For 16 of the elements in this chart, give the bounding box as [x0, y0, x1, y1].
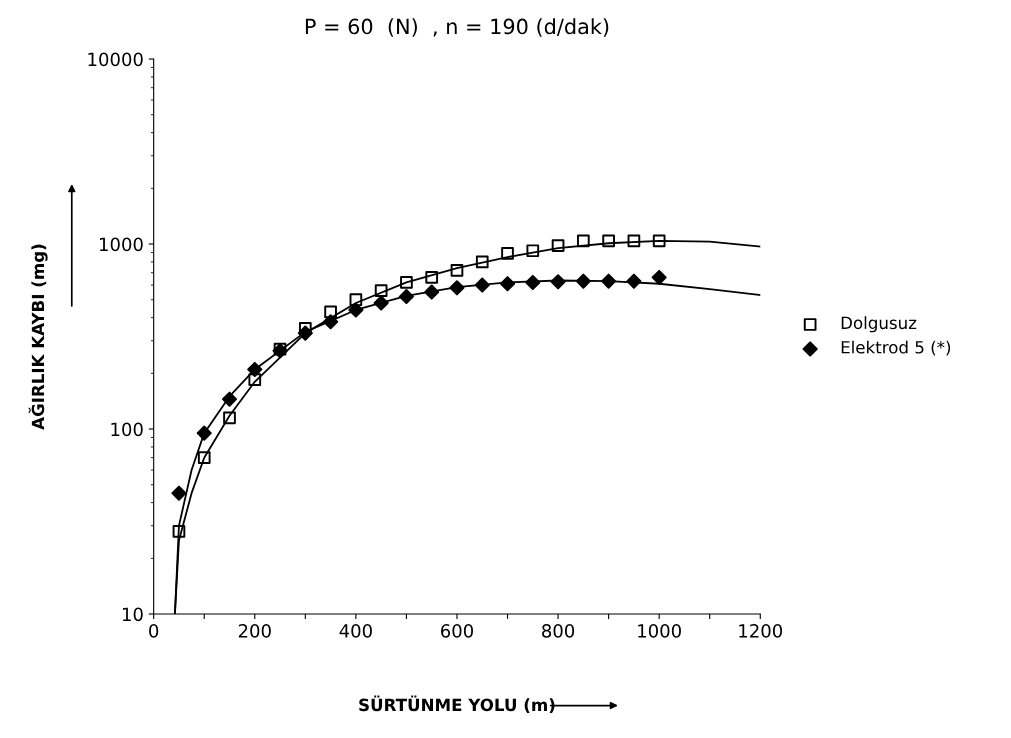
x-tick-label: 0	[149, 624, 159, 638]
x-tick-label: 200	[238, 624, 271, 638]
x-tick-label: 600	[441, 624, 473, 638]
legend-label: Dolgusuz	[841, 316, 917, 333]
y-tick-label: 10000	[88, 52, 143, 67]
x-tick-label: 1000	[638, 624, 681, 638]
x-tick-label: 400	[339, 624, 372, 638]
y-tick-label: 1000	[99, 237, 143, 252]
x-axis-title: SÜRTÜNME YOLU (m)	[359, 695, 555, 714]
x-tick-label: 800	[542, 624, 575, 638]
y-tick-label: 100	[111, 422, 143, 437]
legend-label: Elektrod 5 (*)	[841, 340, 951, 356]
y-tick-label: 10	[122, 607, 143, 622]
x-tick-label: 1200	[739, 624, 783, 638]
chart-title: P = 60 (N) , n = 190 (d/dak)	[305, 18, 609, 37]
y-axis-title: AĞIRLIK KAYBI (mg)	[28, 244, 48, 430]
